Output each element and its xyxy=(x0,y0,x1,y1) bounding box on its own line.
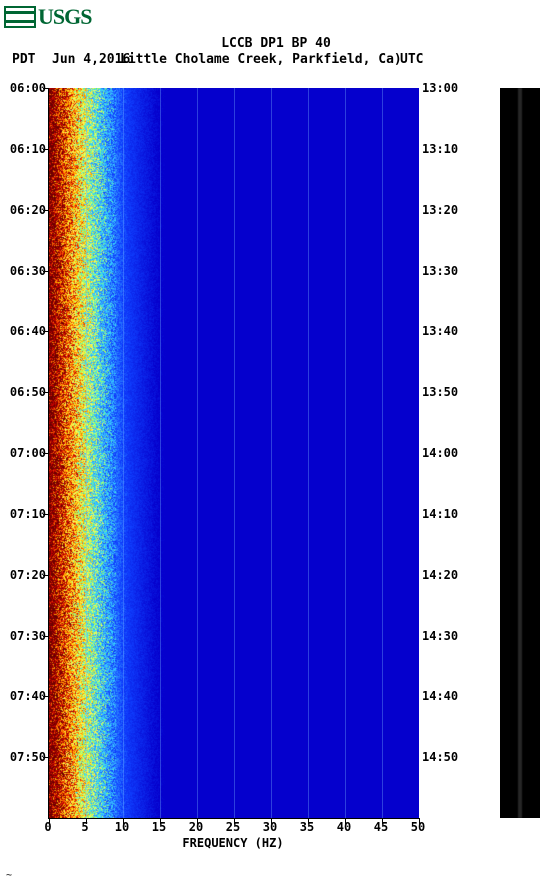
y-tick-left: 06:50 xyxy=(0,385,46,399)
y-tick-right: 14:20 xyxy=(422,568,468,582)
y-tick-left: 06:20 xyxy=(0,203,46,217)
y-axis-right-ticks: 13:0013:1013:2013:3013:4013:5014:0014:10… xyxy=(422,88,468,818)
date-label: Jun 4,2016 xyxy=(52,52,130,67)
y-tick-left: 06:40 xyxy=(0,324,46,338)
spectrogram-plot xyxy=(48,88,419,819)
y-tick-right: 13:50 xyxy=(422,385,468,399)
left-timezone-label: PDT xyxy=(12,52,35,67)
x-axis-ticks: 05101520253035404550 xyxy=(48,820,418,836)
y-tick-right: 13:20 xyxy=(422,203,468,217)
x-tick: 50 xyxy=(411,820,425,834)
x-tick: 20 xyxy=(189,820,203,834)
x-tick: 0 xyxy=(44,820,51,834)
y-tick-right: 14:40 xyxy=(422,689,468,703)
usgs-flag-icon xyxy=(4,6,36,28)
y-tick-right: 13:40 xyxy=(422,324,468,338)
y-tick-left: 06:30 xyxy=(0,264,46,278)
y-tick-right: 13:00 xyxy=(422,81,468,95)
y-tick-left: 06:10 xyxy=(0,142,46,156)
y-tick-left: 06:00 xyxy=(0,81,46,95)
usgs-logo-text: USGS xyxy=(38,4,91,30)
y-tick-right: 14:30 xyxy=(422,629,468,643)
gridline xyxy=(86,88,87,818)
x-tick: 45 xyxy=(374,820,388,834)
chart-title: LCCB DP1 BP 40 xyxy=(0,36,552,51)
gridline xyxy=(308,88,309,818)
y-tick-right: 13:10 xyxy=(422,142,468,156)
x-axis-label: FREQUENCY (HZ) xyxy=(48,836,418,850)
y-tick-left: 07:30 xyxy=(0,629,46,643)
waveform-panel xyxy=(500,88,540,818)
y-tick-left: 07:00 xyxy=(0,446,46,460)
x-tick: 25 xyxy=(226,820,240,834)
y-axis-left-ticks: 06:0006:1006:2006:3006:4006:5007:0007:10… xyxy=(0,88,46,818)
x-tick: 15 xyxy=(152,820,166,834)
x-tick: 5 xyxy=(81,820,88,834)
location-label: Little Cholame Creek, Parkfield, Ca) xyxy=(120,52,402,67)
y-tick-left: 07:10 xyxy=(0,507,46,521)
y-tick-left: 07:50 xyxy=(0,750,46,764)
gridline xyxy=(160,88,161,818)
gridline xyxy=(382,88,383,818)
right-timezone-label: UTC xyxy=(400,52,423,67)
y-tick-right: 14:50 xyxy=(422,750,468,764)
y-tick-left: 07:20 xyxy=(0,568,46,582)
x-tick: 40 xyxy=(337,820,351,834)
x-tick: 30 xyxy=(263,820,277,834)
gridline xyxy=(123,88,124,818)
y-tick-right: 14:00 xyxy=(422,446,468,460)
footnote: ~ xyxy=(6,870,12,881)
usgs-logo: USGS xyxy=(4,4,91,30)
gridline xyxy=(197,88,198,818)
y-tick-left: 07:40 xyxy=(0,689,46,703)
y-tick-right: 13:30 xyxy=(422,264,468,278)
x-tick: 35 xyxy=(300,820,314,834)
x-tick: 10 xyxy=(115,820,129,834)
gridline xyxy=(345,88,346,818)
y-tick-right: 14:10 xyxy=(422,507,468,521)
gridline xyxy=(234,88,235,818)
gridline xyxy=(271,88,272,818)
